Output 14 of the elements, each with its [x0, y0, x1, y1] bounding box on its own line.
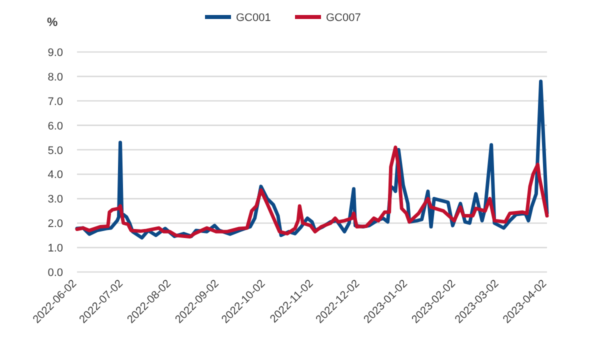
y-tick-label: 2.0 — [48, 218, 63, 230]
y-tick-label: 4.0 — [48, 169, 63, 182]
y-tick-label: 6.0 — [48, 120, 63, 132]
legend-label: GC001 — [236, 12, 271, 24]
y-tick-label: 9.0 — [48, 47, 63, 59]
y-tick-label: 1.0 — [48, 242, 63, 255]
y-tick-label: 8.0 — [48, 71, 63, 84]
line-series — [75, 146, 549, 239]
y-axis-title: % — [47, 15, 58, 29]
y-tick-label: 0.0 — [48, 267, 63, 279]
y-tick-label: 5.0 — [48, 144, 63, 157]
legend-label: GC007 — [326, 12, 361, 24]
y-tick-label: 7.0 — [48, 96, 63, 108]
y-tick-label: 3.0 — [48, 194, 63, 206]
